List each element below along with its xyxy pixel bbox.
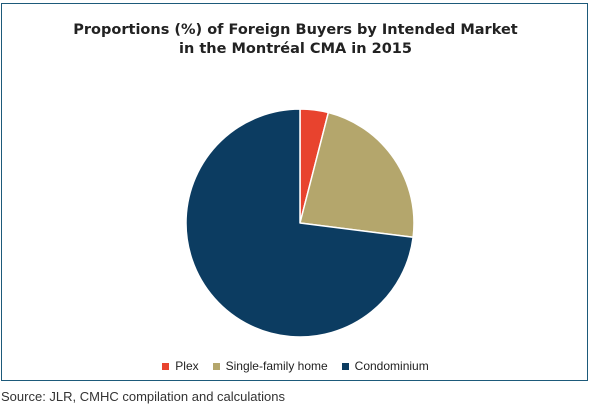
- pie-slice-condominium: [185, 108, 414, 338]
- legend-swatch-plex: [162, 362, 170, 370]
- legend-label-condominium: Condominium: [354, 359, 429, 373]
- chart-title-line-2: in the Montréal CMA in 2015: [179, 41, 412, 57]
- legend-label-plex: Plex: [175, 359, 199, 373]
- chart-title-line-1: Proportions (%) of Foreign Buyers by Int…: [73, 22, 518, 38]
- pie-slice-single-family-home: [299, 111, 415, 239]
- pie-chart: [185, 108, 415, 338]
- legend-item-plex: Plex: [162, 359, 199, 373]
- source-note: Source: JLR, CMHC compilation and calcul…: [1, 389, 285, 404]
- chart-frame: Proportions (%) of Foreign Buyers by Int…: [1, 3, 588, 381]
- chart-title: Proportions (%) of Foreign Buyers by Int…: [2, 21, 589, 59]
- legend-item-condominium: Condominium: [341, 359, 429, 373]
- legend-label-single-family-home: Single-family home: [225, 359, 328, 373]
- chart-legend: Plex Single-family home Condominium: [2, 359, 589, 373]
- legend-item-single-family-home: Single-family home: [212, 359, 328, 373]
- legend-swatch-single-family-home: [212, 362, 220, 370]
- legend-swatch-condominium: [341, 362, 349, 370]
